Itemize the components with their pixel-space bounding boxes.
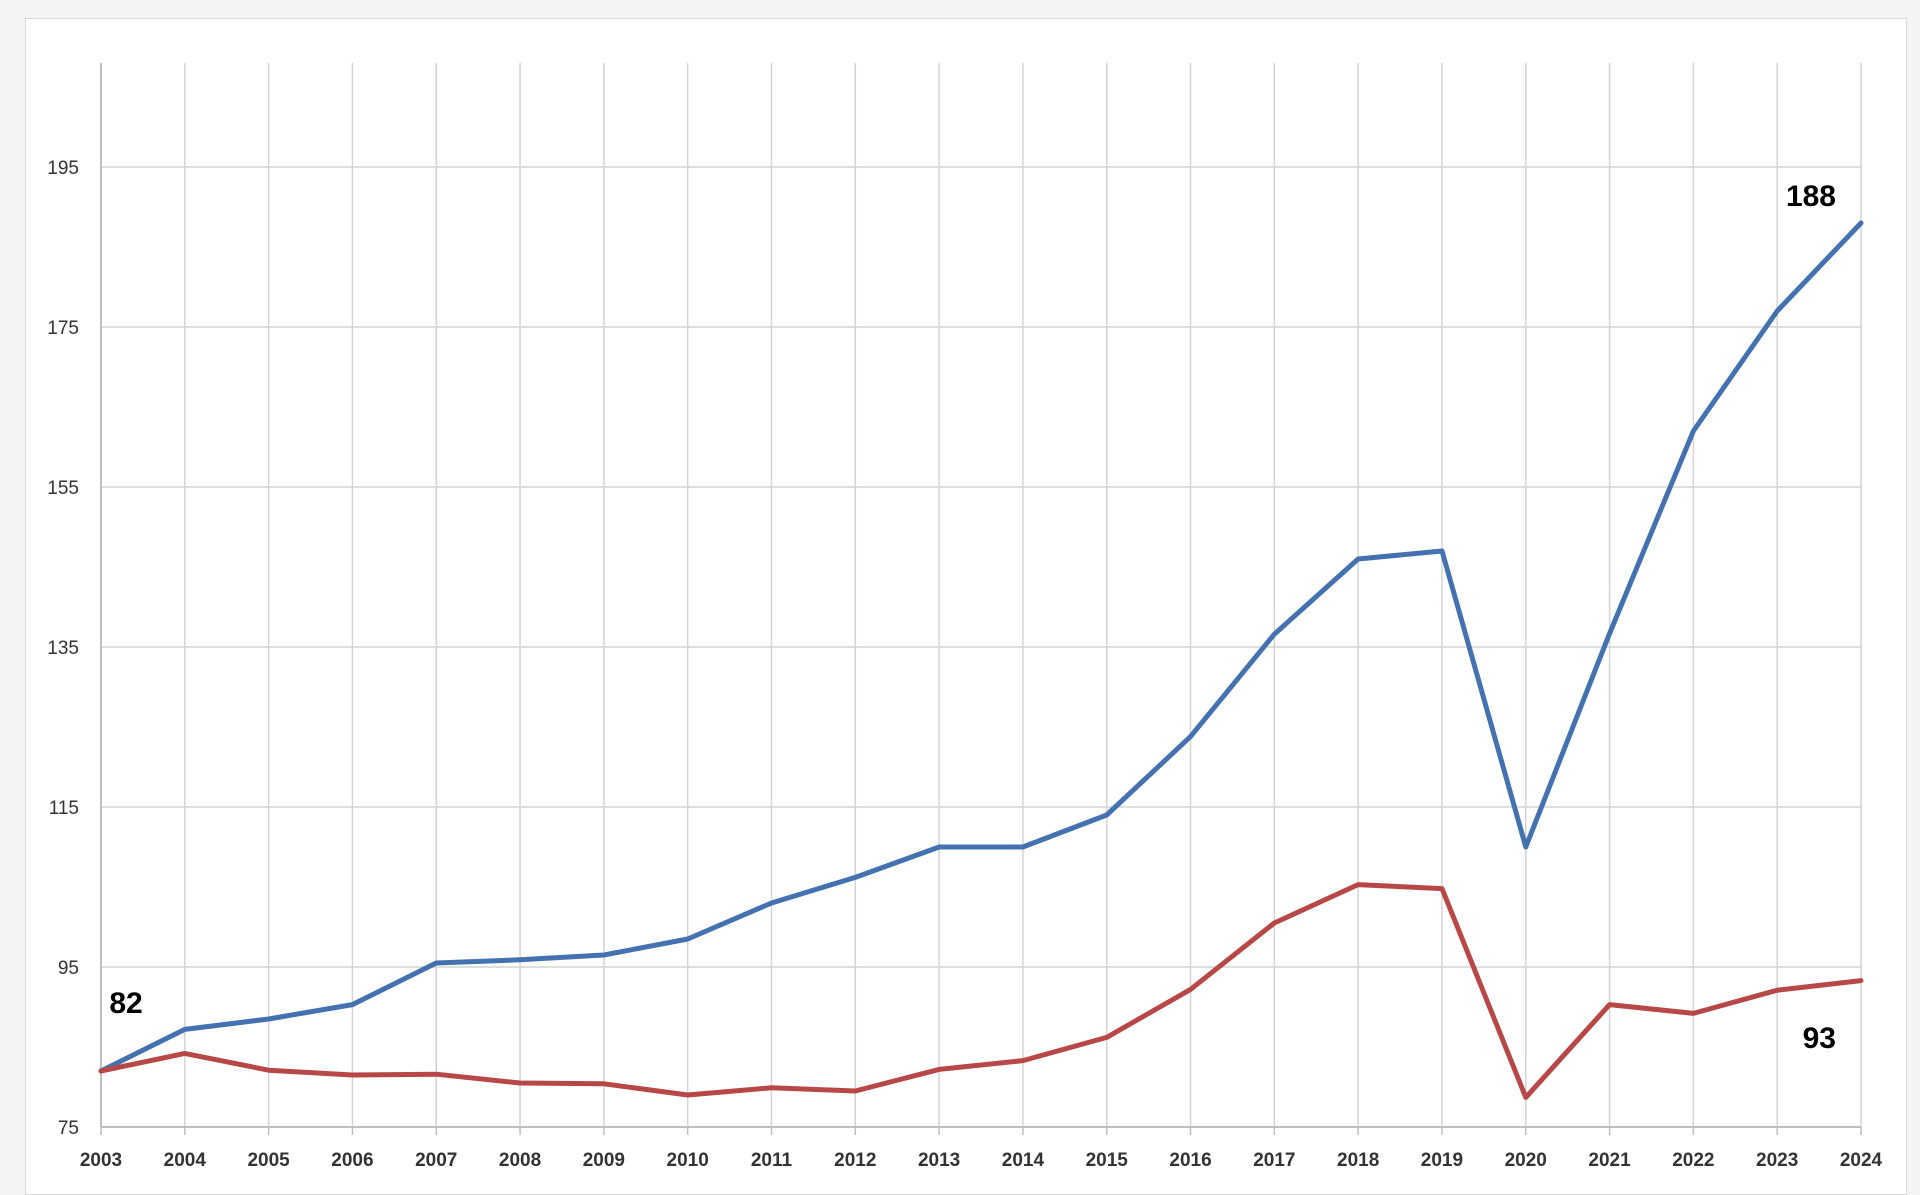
x-tick-label-2004: 2004: [164, 1150, 207, 1171]
y-tick-label-75: 75: [58, 1118, 79, 1139]
series-lines: [98, 220, 1864, 1100]
y-tick-label-135: 135: [47, 638, 79, 659]
x-tick-label-2010: 2010: [667, 1150, 709, 1171]
x-tick-label-2013: 2013: [918, 1150, 960, 1171]
x-tick-labels: 2003 2004 2005 2006 2007 2008 2009 2010 2011 2012…: [80, 1150, 1883, 1171]
y-tick-label-115: 115: [49, 798, 79, 819]
plot-area: [101, 47, 1861, 1127]
y-tick-labels: 75 95 115 135 155 175 195: [47, 158, 79, 1139]
x-tick-label-2019: 2019: [1421, 1150, 1463, 1171]
x-tick-label-2012: 2012: [834, 1150, 876, 1171]
data-label-188: 188: [1786, 180, 1836, 213]
x-tick-label-2006: 2006: [331, 1150, 373, 1171]
x-tick-label-2016: 2016: [1169, 1150, 1211, 1171]
x-tick-label-2003: 2003: [80, 1150, 122, 1171]
y-tick-label-195: 195: [47, 158, 79, 179]
x-tick-label-2018: 2018: [1337, 1150, 1379, 1171]
y-tick-label-175: 175: [47, 318, 79, 339]
horizontal-gridlines: [101, 166, 1861, 968]
x-tick-label-2005: 2005: [247, 1150, 290, 1171]
series-line-2: [98, 882, 1864, 1100]
y-tick-label-95: 95: [58, 958, 79, 979]
x-tick-label-2024: 2024: [1840, 1150, 1883, 1171]
x-tick-label-2014: 2014: [1002, 1150, 1045, 1171]
vertical-gridlines: [184, 63, 1862, 1127]
x-tick-label-2007: 2007: [415, 1150, 457, 1171]
x-tick-label-2020: 2020: [1505, 1150, 1547, 1171]
line-chart: 75 95 115 135 155 175 195 2003 2004 2005 2006 2007…: [47, 47, 1883, 1171]
x-tick-label-2021: 2021: [1588, 1150, 1631, 1171]
x-tick-label-2008: 2008: [499, 1150, 541, 1171]
x-tick-label-2023: 2023: [1756, 1150, 1798, 1171]
x-tick-label-2017: 2017: [1253, 1150, 1295, 1171]
axes: [100, 63, 1862, 1135]
data-label-93: 93: [1803, 1022, 1836, 1055]
y-tick-label-155: 155: [47, 478, 79, 499]
x-tick-label-2011: 2011: [751, 1150, 793, 1171]
x-tick-label-2009: 2009: [583, 1150, 625, 1171]
data-label-82: 82: [109, 987, 142, 1020]
chart-frame: 75 95 115 135 155 175 195 2003 2004 2005 2006 2007…: [25, 18, 1907, 1195]
series-line-1: [98, 220, 1864, 1074]
x-tick-label-2015: 2015: [1086, 1150, 1129, 1171]
data-labels: 82 188 93: [109, 180, 1836, 1055]
x-tick-label-2022: 2022: [1672, 1150, 1714, 1171]
